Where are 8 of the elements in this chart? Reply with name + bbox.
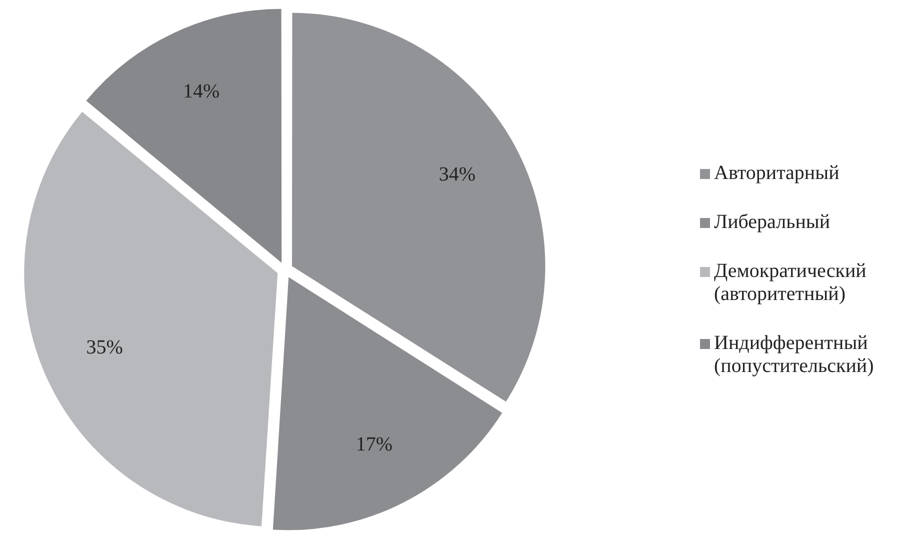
- data-label: 35%: [86, 336, 123, 358]
- data-label: 17%: [356, 433, 393, 456]
- data-label: 34%: [438, 164, 476, 186]
- legend-label: Либеральный: [714, 211, 830, 234]
- legend-label: Демократический (авторитетный): [714, 260, 868, 306]
- legend-label: Индифферентный (попустительский): [714, 332, 875, 378]
- data-label: 14%: [182, 80, 220, 102]
- legend-label: Авторитарный: [714, 162, 840, 185]
